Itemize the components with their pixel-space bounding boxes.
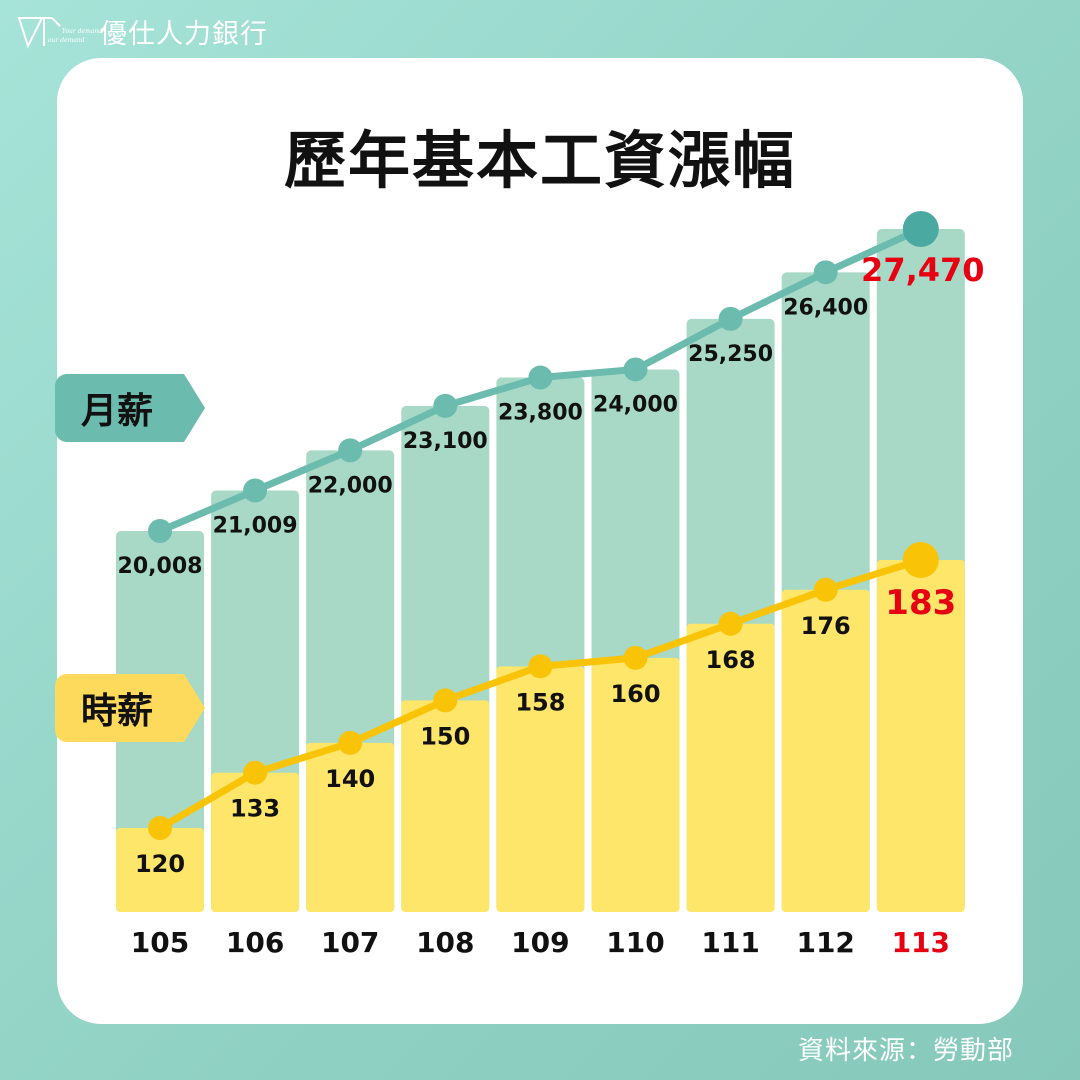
- hourly-value-label: 183: [885, 583, 956, 623]
- hourly-value-label: 150: [420, 722, 470, 750]
- monthly-point: [623, 357, 648, 382]
- hourly-bar: [401, 700, 490, 912]
- monthly-value-label: 25,250: [688, 342, 773, 367]
- hourly-bar: [211, 772, 300, 912]
- hourly-value-label: 140: [325, 765, 375, 793]
- hourly-point: [623, 645, 648, 670]
- monthly-value-label: 26,400: [783, 295, 868, 320]
- hourly-value-label: 176: [801, 612, 851, 640]
- x-tick-label: 109: [511, 926, 569, 959]
- hourly-bar: [686, 623, 775, 912]
- hourly-bar: [116, 828, 204, 912]
- hourly-bar: [591, 657, 680, 912]
- logo-tagline: our demand: [48, 37, 85, 44]
- monthly-value-label: 27,470: [861, 251, 984, 289]
- hourly-bar: [781, 589, 870, 912]
- hourly-value-label: 158: [515, 688, 565, 716]
- logo-icon: [17, 16, 61, 49]
- monthly-value-label: 22,000: [308, 473, 393, 498]
- hourly-bar: [876, 559, 965, 912]
- monthly-point: [528, 365, 553, 390]
- hourly-point: [148, 816, 172, 840]
- monthly-point: [813, 260, 838, 285]
- x-tick-label: 111: [701, 926, 759, 959]
- hourly-point: [813, 577, 838, 602]
- hourly-wage-tag: 時薪: [55, 674, 205, 742]
- x-tick-label: 107: [321, 926, 379, 959]
- hourly-point: [528, 654, 553, 679]
- x-tick-label: 110: [606, 926, 664, 959]
- monthly-point: [433, 393, 458, 418]
- hourly-point: [718, 611, 743, 636]
- hourly-bar: [306, 742, 395, 912]
- monthly-point: [718, 306, 743, 331]
- hourly-value-label: 168: [706, 646, 756, 674]
- hourly-value-label: 160: [610, 680, 660, 708]
- brand-name: 優仕人力銀行: [100, 19, 268, 50]
- hourly-bar: [496, 666, 585, 912]
- monthly-point: [148, 519, 172, 543]
- logo-tagline: Your demand: [62, 28, 103, 35]
- monthly-point: [338, 438, 363, 463]
- monthly-value-label: 24,000: [593, 392, 678, 417]
- x-tick-label: 113: [892, 926, 950, 959]
- hourly-point: [902, 541, 939, 578]
- x-tick-label: 105: [131, 926, 189, 959]
- chart-title: 歷年基本工資漲幅: [283, 124, 796, 197]
- hourly-value-label: 133: [230, 795, 280, 823]
- monthly-wage-tag: 月薪: [55, 374, 205, 442]
- monthly-value-label: 23,100: [403, 429, 488, 454]
- data-source: 資料來源：勞動部: [797, 1036, 1014, 1066]
- x-tick-label: 108: [416, 926, 474, 959]
- hourly-point: [338, 730, 363, 755]
- x-tick-label: 112: [796, 926, 854, 959]
- monthly-value-label: 20,008: [118, 554, 203, 579]
- monthly-point: [243, 478, 268, 503]
- monthly-point: [902, 211, 939, 248]
- monthly-value-label: 21,009: [213, 513, 298, 538]
- x-tick-label: 106: [226, 926, 284, 959]
- hourly-point: [243, 760, 268, 785]
- monthly-value-label: 23,800: [498, 401, 583, 426]
- brand: Your demand our demand 優仕人力銀行: [16, 12, 268, 51]
- hourly-point: [433, 688, 458, 713]
- hourly-value-label: 120: [135, 850, 185, 878]
